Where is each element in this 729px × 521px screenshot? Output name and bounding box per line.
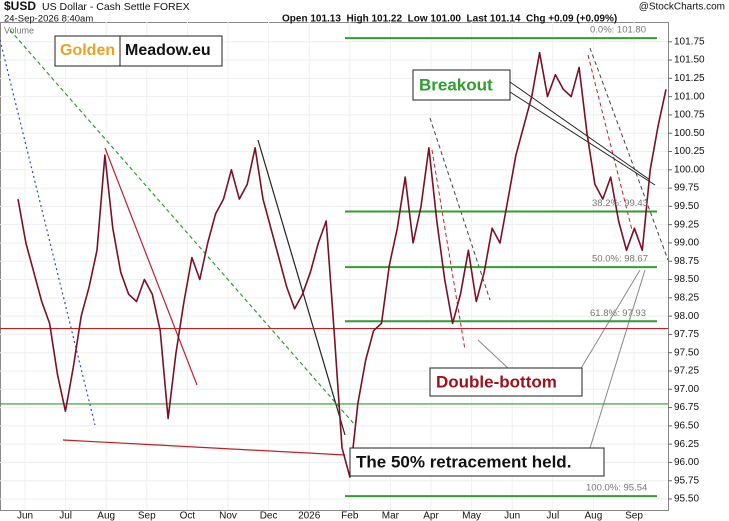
trendline — [587, 54, 633, 231]
logo-box — [54, 35, 223, 67]
x-tick-label: Sep — [138, 511, 156, 521]
y-tick-label: 97.50 — [674, 347, 699, 358]
quote: Open 101.13 High 101.22 Low 101.00 Last … — [282, 14, 617, 25]
price-line — [17, 51, 667, 478]
fib-label: 50.0%: 98.67 — [592, 254, 648, 265]
y-tick-label: 100.75 — [674, 110, 705, 121]
pointer — [477, 339, 511, 371]
annotation-box — [412, 69, 511, 101]
x-tick-label: Mar — [382, 511, 400, 521]
trendline — [429, 117, 491, 301]
fib-label: 61.8%: 97.93 — [590, 308, 646, 319]
pointer — [509, 81, 651, 181]
date: 24-Sep-2026 8:40am — [4, 14, 93, 25]
trendline — [431, 149, 466, 351]
y-tick-label: 100.50 — [674, 128, 705, 139]
x-tick-label: Feb — [341, 511, 359, 521]
y-tick-label: 97.00 — [674, 384, 699, 395]
trendline — [589, 47, 669, 261]
y-tick-label: 99.50 — [674, 201, 699, 212]
marks-group — [0, 37, 668, 498]
annotation-box — [349, 447, 605, 477]
x-tick-label: Jun — [17, 511, 33, 521]
logo-golden: Golden — [60, 42, 115, 59]
x-tick-label: Oct — [180, 511, 196, 521]
pointer — [579, 269, 641, 371]
y-tick-label: 97.25 — [674, 366, 699, 377]
symbol: $USD — [4, 0, 36, 13]
trendline — [62, 439, 346, 456]
pointer — [509, 91, 656, 186]
y-tick-label: 96.00 — [674, 457, 699, 468]
x-tick-label: Aug — [585, 511, 603, 521]
x-tick-label: Jul — [546, 511, 559, 521]
trendline — [104, 147, 198, 386]
annotation-box — [429, 367, 583, 397]
x-tick-label: Jun — [504, 511, 520, 521]
trendline — [257, 139, 346, 436]
logo-meadow: Meadow.eu — [125, 42, 211, 59]
fib-label: 0.0%: 101.80 — [590, 25, 646, 36]
y-tick-label: 99.75 — [674, 183, 699, 194]
x-tick-label: Apr — [423, 511, 439, 521]
plot-frame — [0, 22, 669, 511]
annotation: Breakout — [419, 75, 493, 94]
y-tick-label: 99.25 — [674, 219, 699, 230]
y-tick-label: 97.75 — [674, 329, 699, 340]
y-tick-label: 100.25 — [674, 146, 705, 157]
y-tick-label: 99.00 — [674, 238, 699, 249]
x-tick-label: Jul — [59, 511, 72, 521]
x-tick-label: May — [462, 511, 481, 521]
trendline — [0, 39, 96, 426]
y-tick-label: 96.75 — [674, 402, 699, 413]
x-tick-label: Nov — [219, 511, 237, 521]
y-tick-label: 100.00 — [674, 164, 705, 175]
y-tick-label: 95.50 — [674, 494, 699, 505]
annotation: The 50% retracement held. — [356, 452, 571, 471]
subtitle: US Dollar - Cash Settle FOREX — [42, 1, 190, 13]
trendline — [9, 29, 356, 426]
fib-label: 100.0%: 95.54 — [586, 483, 647, 494]
logo: Golden Meadow.eu — [54, 35, 223, 67]
x-tick-label: Aug — [97, 511, 115, 521]
trendlines — [0, 29, 669, 456]
y-tick-label: 96.50 — [674, 421, 699, 432]
x-tick-label: Sep — [625, 511, 643, 521]
y-tick-label: 96.25 — [674, 439, 699, 450]
source: @StockCharts.com — [639, 2, 725, 13]
y-tick-label: 98.50 — [674, 274, 699, 285]
y-tick-label: 98.00 — [674, 311, 699, 322]
y-tick-label: 98.25 — [674, 292, 699, 303]
y-tick-label: 101.50 — [674, 55, 705, 66]
y-tick-label: 95.75 — [674, 475, 699, 486]
y-tick-label: 101.25 — [674, 73, 705, 84]
y-tick-label: 98.75 — [674, 256, 699, 267]
x-tick-label: 2026 — [298, 511, 321, 521]
pointer — [589, 269, 646, 449]
y-tick-label: 101.75 — [674, 36, 705, 47]
y-tick-label: 101.00 — [674, 91, 705, 102]
x-tick-label: Dec — [260, 511, 278, 521]
annotation: Double-bottom — [436, 372, 557, 391]
legend-partial: Volume — [4, 25, 34, 35]
fib-label: 38.2%: 99.43 — [592, 198, 648, 209]
